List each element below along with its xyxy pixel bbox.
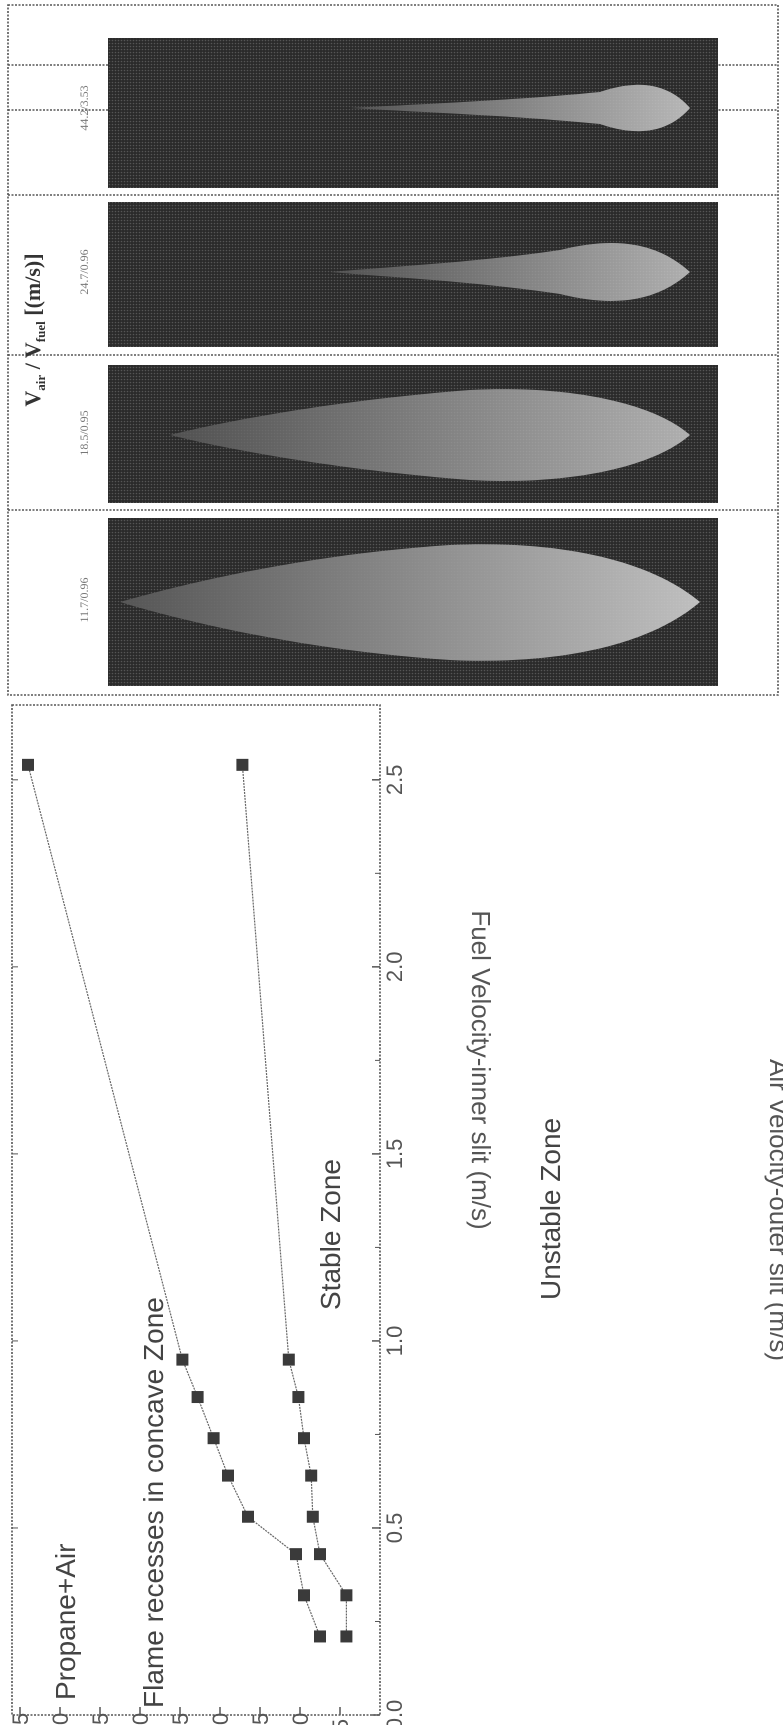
y-tick-label: 30 [128,1713,153,1725]
series-2-point [314,1548,326,1561]
flame-photo-4 [108,38,718,188]
series-2-point [340,1630,353,1643]
series-2-point [236,758,249,771]
y-tick-label: 25 [168,1713,193,1725]
flame-photo-3 [108,202,718,347]
photo-label-4: 44.2/3.53 [77,85,91,130]
series-2-point [305,1469,318,1482]
plot-area-frame [11,704,381,1716]
series-1-point [222,1469,234,1482]
x-tick-label: 1.0 [382,1326,407,1357]
y-tick-label: 20 [208,1713,233,1725]
series-2-point [298,1432,310,1445]
y-tick-label: 10 [288,1713,313,1725]
x-tick-label: 2.5 [382,765,407,796]
chart: 5 10 15 20 25 30 35 40 45 0.0 0.5 1.0 1.5 2.0 2.5 Air… [8,704,783,1725]
series-1-point [207,1432,220,1445]
photo-header: Vair / Vfuel [(m/s)] [20,253,48,406]
photo-label-2: 18.5/0.95 [77,410,91,455]
flame-photo-panel: Vair / Vfuel [(m/s)] 11.7/0.96 18.5/0.95… [7,4,779,696]
photo-panel-frame [7,4,779,696]
series-1-point [298,1589,310,1602]
annotation-flame-recesses: Flame recesses in concave Zone [138,1297,169,1708]
flame-photo-2 [108,365,718,503]
x-axis-title: Fuel Velocity-inner slit (m/s) [466,910,496,1229]
y-tick-label: 45 [8,1713,33,1725]
series-layer [22,758,353,1643]
photo-label-1: 11.7/0.96 [77,578,91,623]
series-1-point [290,1548,302,1561]
series-1-point [176,1353,189,1366]
annotation-unstable-zone: Unstable Zone [535,1118,566,1300]
series-2-point [306,1510,319,1523]
series-1-point [22,758,34,771]
annotation-propane-air: Propane+Air [50,1544,81,1700]
x-tick-label: 0.5 [382,1513,407,1544]
y-tick-label: 15 [248,1713,273,1725]
series-2-point [282,1353,295,1366]
y-tick-label: 40 [48,1713,73,1725]
series-1-point [191,1391,204,1404]
x-tick-label: 0.0 [382,1700,407,1725]
series-1-point [314,1630,326,1643]
series-1-point [242,1510,254,1523]
y-axis-title: Air Velocity-outer slit (m/s) [764,1059,783,1361]
photo-label-3: 24.7/0.96 [77,249,91,294]
annotation-stable-zone: Stable Zone [315,1159,346,1310]
x-axis-ticks: 0.0 0.5 1.0 1.5 2.0 2.5 [12,765,407,1725]
series-2-point [292,1391,305,1404]
series-2-point [340,1589,353,1602]
flame-photo-1 [108,518,718,686]
x-tick-label: 2.0 [382,952,407,983]
y-tick-label: 35 [88,1713,113,1725]
x-tick-label: 1.5 [382,1139,407,1170]
y-axis-ticks: 5 10 15 20 25 30 35 40 45 [8,1707,353,1725]
y-tick-label: 5 [328,1719,353,1725]
